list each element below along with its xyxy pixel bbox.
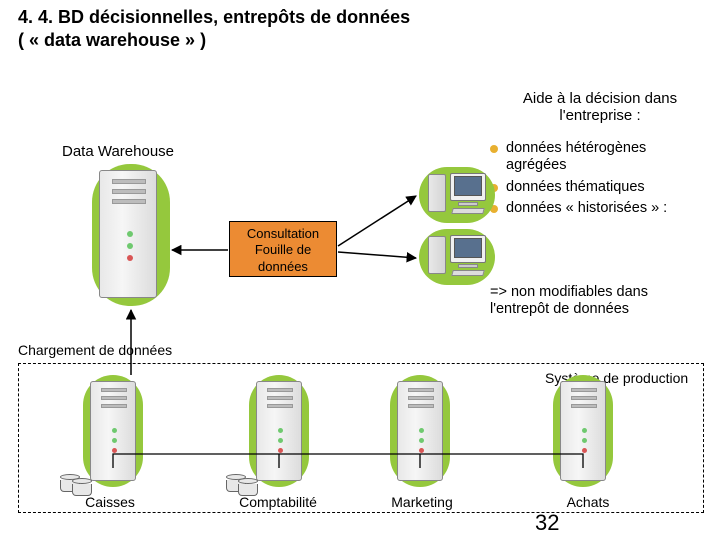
intro-line-2: l'entreprise :	[490, 107, 710, 124]
intro-line-1: Aide à la décision dans	[490, 90, 710, 107]
bullet-2: données thématiques	[506, 179, 645, 196]
data-warehouse-label: Data Warehouse	[62, 143, 174, 160]
production-server-icon	[393, 377, 447, 485]
result-text: => non modifiables dans l'entrepôt de do…	[490, 284, 708, 319]
achats-label: Achats	[528, 494, 648, 510]
title-line-1: 4. 4. BD décisionnelles, entrepôts de do…	[18, 6, 702, 29]
intro-text: Aide à la décision dans l'entreprise :	[490, 90, 710, 124]
caisses-label: Caisses	[50, 494, 170, 510]
page-number: 32	[535, 510, 559, 536]
slide: 4. 4. BD décisionnelles, entrepôts de do…	[0, 0, 720, 540]
chargement-label: Chargement de données	[18, 342, 172, 358]
consult-line1: Consultation	[230, 226, 336, 242]
production-server-icon	[556, 377, 610, 485]
warehouse-server-icon	[95, 166, 165, 302]
bullet-list: données hétérogènes agrégées données thé…	[490, 140, 708, 222]
consultation-box: Consultation Fouille de données	[229, 221, 337, 277]
title-line-2: ( « data warehouse » )	[18, 29, 702, 52]
consult-line3: données	[230, 259, 336, 275]
consult-line2: Fouille de	[230, 242, 336, 258]
bullet-3: données « historisées » :	[506, 200, 667, 217]
bullet-dot-icon	[490, 145, 498, 153]
workstation-icon	[422, 232, 492, 282]
comptabilite-label: Comptabilité	[218, 494, 338, 510]
marketing-label: Marketing	[362, 494, 482, 510]
production-server-icon	[86, 377, 140, 485]
production-server-icon	[252, 377, 306, 485]
slide-title: 4. 4. BD décisionnelles, entrepôts de do…	[18, 6, 702, 51]
workstation-icon	[422, 170, 492, 220]
bullet-1: données hétérogènes agrégées	[506, 140, 708, 175]
